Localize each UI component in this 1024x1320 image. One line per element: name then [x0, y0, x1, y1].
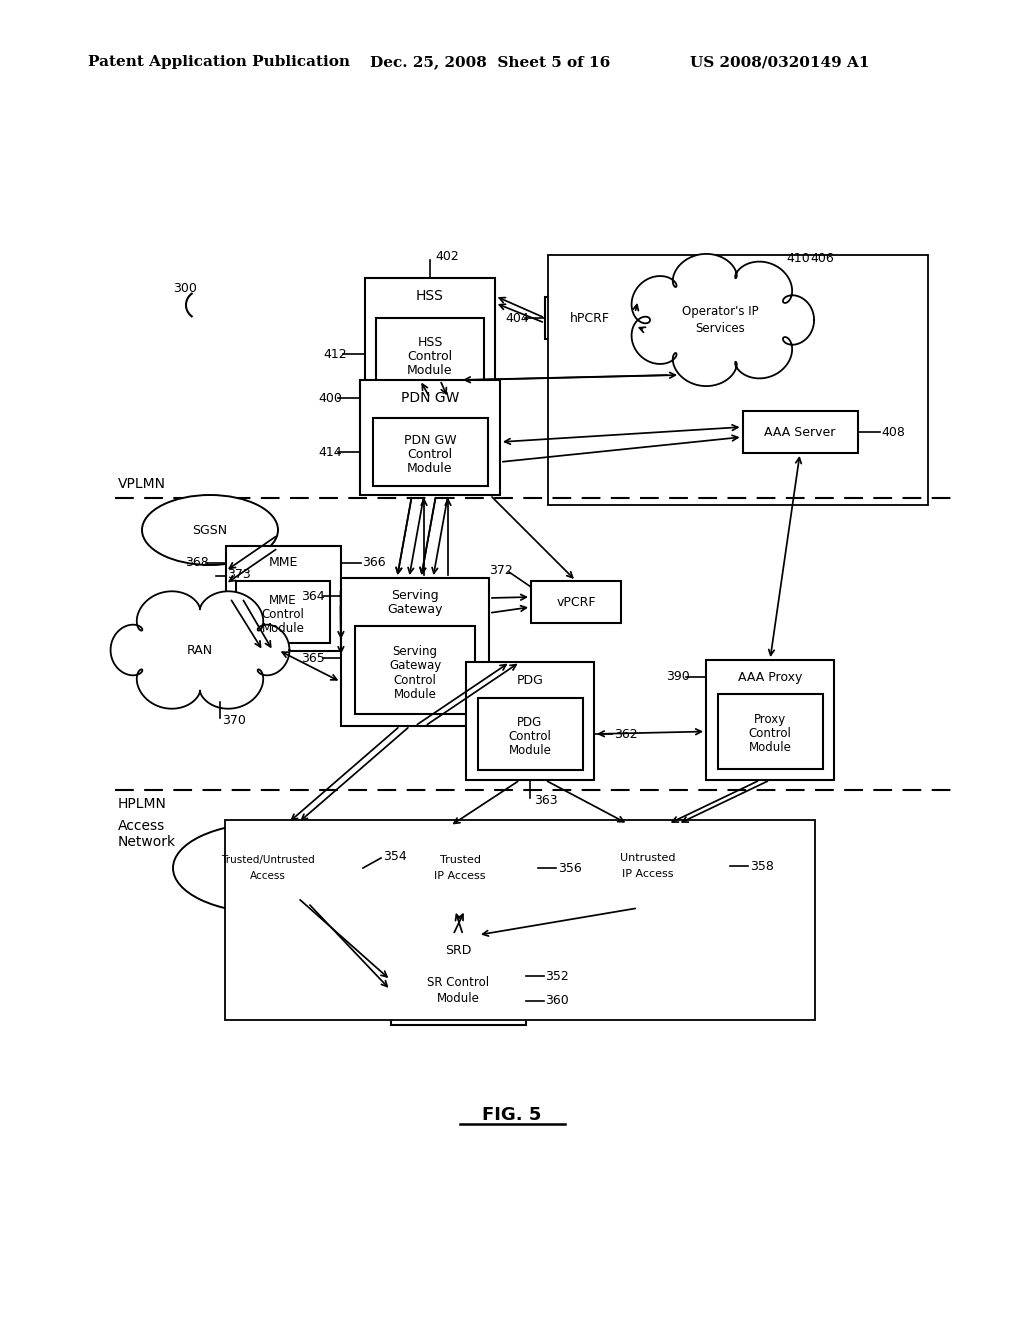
- Text: Trusted: Trusted: [439, 855, 480, 865]
- Bar: [706, 660, 834, 780]
- Text: 354: 354: [383, 850, 407, 862]
- Text: HPLMN: HPLMN: [118, 797, 167, 810]
- Text: Untrusted: Untrusted: [621, 853, 676, 863]
- Text: VPLMN: VPLMN: [118, 477, 166, 491]
- Text: Access: Access: [118, 818, 165, 833]
- Text: US 2008/0320149 A1: US 2008/0320149 A1: [690, 55, 869, 69]
- Text: 360: 360: [546, 994, 569, 1007]
- Bar: [341, 578, 489, 726]
- Text: Module: Module: [408, 363, 453, 376]
- Text: 370: 370: [222, 714, 246, 726]
- Text: Module: Module: [749, 741, 792, 754]
- Text: HSS: HSS: [416, 289, 444, 304]
- Text: SRD: SRD: [444, 945, 471, 957]
- Text: Module: Module: [261, 622, 304, 635]
- Polygon shape: [632, 253, 814, 385]
- Text: 358: 358: [750, 859, 774, 873]
- Text: PDG: PDG: [517, 715, 543, 729]
- Text: 402: 402: [435, 249, 459, 263]
- Text: Module: Module: [393, 688, 436, 701]
- Text: Operator's IP: Operator's IP: [682, 305, 759, 318]
- Text: 390: 390: [666, 671, 690, 684]
- Text: 362: 362: [614, 727, 638, 741]
- Bar: [402, 965, 514, 1016]
- Text: SGSN: SGSN: [193, 524, 227, 536]
- Ellipse shape: [173, 822, 362, 913]
- Text: 404: 404: [505, 312, 528, 325]
- Text: Serving: Serving: [392, 645, 437, 659]
- Text: Module: Module: [509, 743, 552, 756]
- Text: Serving: Serving: [391, 590, 439, 602]
- Bar: [360, 380, 500, 495]
- Text: Proxy: Proxy: [754, 713, 786, 726]
- Text: 363: 363: [534, 793, 558, 807]
- Text: 412: 412: [323, 347, 347, 360]
- Text: 368: 368: [185, 557, 209, 569]
- Bar: [225, 820, 815, 1020]
- Text: 366: 366: [362, 557, 386, 569]
- Text: Network: Network: [118, 836, 176, 849]
- Text: Gateway: Gateway: [387, 603, 442, 616]
- Text: 414: 414: [318, 446, 342, 458]
- Text: Access: Access: [250, 871, 286, 880]
- Bar: [531, 581, 621, 623]
- Text: Control: Control: [393, 673, 436, 686]
- Text: hPCRF: hPCRF: [570, 312, 610, 325]
- Text: 372: 372: [489, 564, 513, 577]
- Ellipse shape: [142, 495, 278, 565]
- Text: 373: 373: [227, 568, 251, 581]
- Text: AAA Server: AAA Server: [764, 425, 836, 438]
- Text: 356: 356: [558, 862, 582, 874]
- Text: Patent Application Publication: Patent Application Publication: [88, 55, 350, 69]
- Text: 364: 364: [301, 590, 325, 602]
- Text: Control: Control: [408, 447, 453, 461]
- Bar: [477, 698, 583, 770]
- Bar: [545, 297, 635, 339]
- Text: 410: 410: [786, 252, 810, 264]
- Text: Control: Control: [408, 350, 453, 363]
- Text: RAN: RAN: [187, 644, 213, 656]
- Text: Trusted/Untrusted: Trusted/Untrusted: [221, 855, 314, 865]
- Text: 408: 408: [882, 425, 905, 438]
- Text: 300: 300: [173, 281, 197, 294]
- Bar: [466, 663, 594, 780]
- Text: Control: Control: [509, 730, 552, 742]
- Bar: [225, 546, 341, 651]
- Bar: [365, 279, 495, 399]
- Text: IP Access: IP Access: [434, 871, 485, 880]
- Text: PDN GW: PDN GW: [403, 433, 457, 446]
- Text: vPCRF: vPCRF: [556, 595, 596, 609]
- Polygon shape: [111, 591, 290, 709]
- Bar: [376, 318, 484, 389]
- Bar: [390, 935, 525, 1026]
- Text: IP Access: IP Access: [623, 869, 674, 879]
- Bar: [742, 411, 857, 453]
- Text: Dec. 25, 2008  Sheet 5 of 16: Dec. 25, 2008 Sheet 5 of 16: [370, 55, 610, 69]
- Text: Control: Control: [261, 607, 304, 620]
- Text: MME: MME: [269, 594, 297, 606]
- Bar: [355, 626, 475, 714]
- Text: 365: 365: [301, 652, 325, 664]
- Bar: [236, 581, 330, 643]
- Text: AAA Proxy: AAA Proxy: [738, 671, 802, 684]
- Text: 352: 352: [546, 969, 569, 982]
- Text: MME: MME: [268, 557, 298, 569]
- Bar: [718, 694, 822, 770]
- Text: PDN GW: PDN GW: [400, 391, 459, 405]
- Bar: [548, 255, 928, 506]
- Text: Services: Services: [695, 322, 744, 334]
- Ellipse shape: [382, 826, 538, 909]
- Text: 406: 406: [810, 252, 834, 264]
- Text: Gateway: Gateway: [389, 660, 441, 672]
- Ellipse shape: [566, 824, 730, 908]
- Text: FIG. 5: FIG. 5: [482, 1106, 542, 1125]
- Text: HSS: HSS: [418, 335, 442, 348]
- Text: Module: Module: [408, 462, 453, 474]
- Text: SR Control: SR Control: [427, 977, 489, 990]
- Text: Control: Control: [749, 727, 792, 741]
- Text: 400: 400: [318, 392, 342, 404]
- Text: Module: Module: [436, 993, 479, 1006]
- Bar: [373, 418, 487, 486]
- Text: PDG: PDG: [516, 673, 544, 686]
